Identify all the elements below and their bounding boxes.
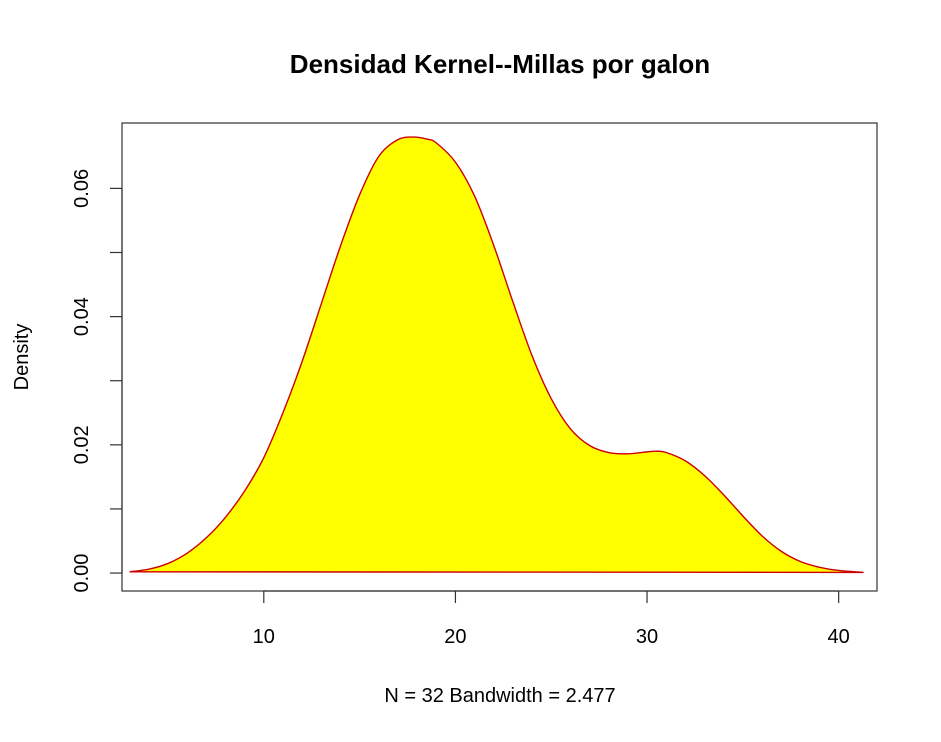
y-tick-label: 0.00 [71,554,93,593]
x-axis-label: N = 32 Bandwidth = 2.477 [384,685,615,707]
density-area [129,136,864,574]
x-axis: 10 20 30 40 [253,590,850,648]
y-tick-label: 0.02 [71,425,93,464]
y-tick-label: 0.04 [71,297,93,336]
chart-title: Densidad Kernel--Millas por galon [290,49,710,79]
y-axis-label: Density [11,324,33,391]
x-tick-label: 10 [253,626,275,648]
x-tick-label: 30 [636,626,658,648]
y-tick-label: 0.06 [71,169,93,208]
x-tick-label: 40 [828,626,850,648]
x-tick-label: 20 [444,626,466,648]
y-axis: 0.00 0.02 0.04 0.06 [71,169,123,593]
